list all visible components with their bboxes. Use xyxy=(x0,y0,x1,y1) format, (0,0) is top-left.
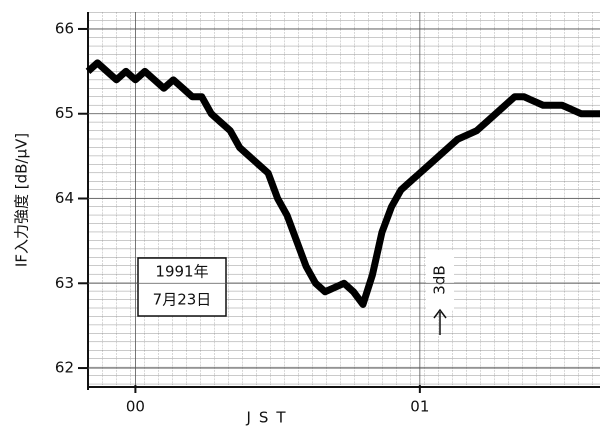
scale-bg xyxy=(426,250,454,310)
trace xyxy=(85,59,600,308)
y-tick-label: 64 xyxy=(55,189,74,207)
x-tick-label: 00 xyxy=(126,398,145,416)
annotation: 3dB xyxy=(431,265,449,294)
annotation: 1991年 xyxy=(155,263,208,281)
y-tick-label: 63 xyxy=(55,274,74,292)
y-tick-label: 66 xyxy=(55,19,74,37)
x-tick-label: 01 xyxy=(410,398,429,416)
scale-arrow-head xyxy=(433,308,447,319)
annotation: 7月23日 xyxy=(153,291,212,309)
y-tick-label: 65 xyxy=(55,104,74,122)
x-axis-label: JST xyxy=(245,409,293,427)
y-tick-label: 62 xyxy=(55,359,74,377)
date-box xyxy=(137,257,227,317)
y-axis-label: IF入力強度 [dB/μV] xyxy=(13,133,31,267)
